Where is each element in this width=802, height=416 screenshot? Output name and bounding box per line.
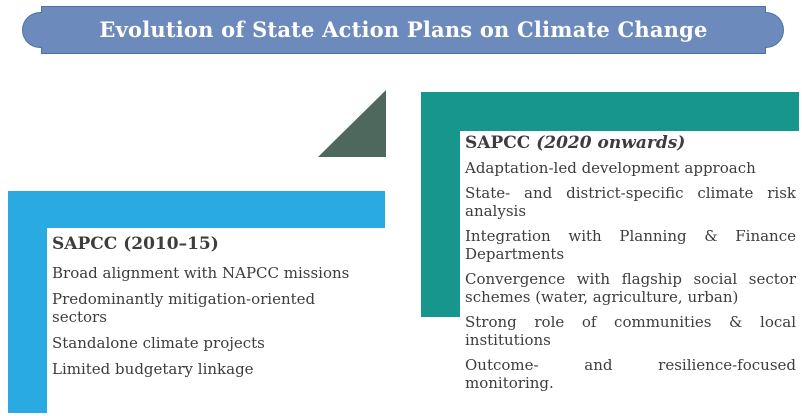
right-box-item: Strong role of communities & local insti… xyxy=(465,313,796,349)
left-box-item: Broad alignment with NAPCC missions xyxy=(52,264,350,282)
right-box-item: Outcome- and resilience-focused monitori… xyxy=(465,356,796,392)
left-box-frame xyxy=(8,191,385,413)
page-title: Evolution of State Action Plans on Clima… xyxy=(99,17,708,42)
right-box: SAPCC (2020 onwards) Adaptation-led deve… xyxy=(465,132,796,399)
right-box-item: State- and district-specific climate ris… xyxy=(465,184,796,220)
left-box-item: Predominantly mitigation-oriented sector… xyxy=(52,290,316,326)
right-box-heading: SAPCC (2020 onwards) xyxy=(465,132,796,154)
banner-rect-shape xyxy=(42,7,765,53)
right-box-heading-name: SAPCC xyxy=(465,133,531,153)
right-box-frame xyxy=(421,92,799,317)
right-box-heading-period: (2020 onwards) xyxy=(536,133,686,153)
left-box-item: Limited budgetary linkage xyxy=(52,360,254,378)
right-box-inner-panel xyxy=(460,131,799,317)
right-box-item: Adaptation-led development approach xyxy=(465,159,756,177)
triangle-accent-shape xyxy=(318,90,386,157)
right-box-item: Convergence with flagship social sector … xyxy=(465,270,796,306)
left-box: SAPCC (2010–15) Broad alignment with NAP… xyxy=(52,233,357,386)
right-box-item: Integration with Planning & Finance Depa… xyxy=(465,227,796,263)
left-box-item: Standalone climate projects xyxy=(52,334,265,352)
left-box-heading: SAPCC (2010–15) xyxy=(52,234,219,254)
left-box-inner-panel xyxy=(47,228,385,413)
